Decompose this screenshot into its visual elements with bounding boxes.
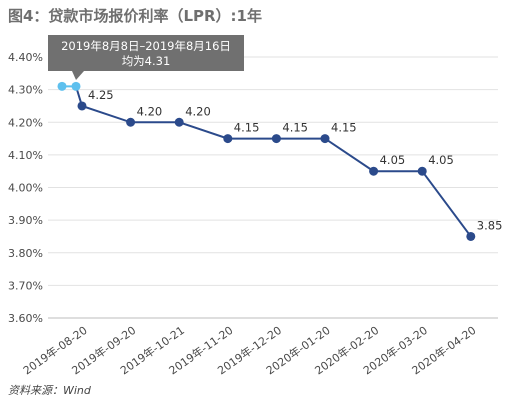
data-point [320, 134, 330, 144]
data-point [126, 117, 136, 127]
data-point [369, 166, 379, 176]
tooltip-line-2: 均为4.31 [122, 54, 171, 68]
y-axis: 4.40% 4.30% 4.20% 4.10% 4.00% 3.90% 3.80% 3.70%… [8, 51, 43, 325]
data-label: 3.85 [477, 218, 503, 232]
highlight-point [57, 81, 67, 91]
y-tick-label: 3.60% [8, 312, 43, 325]
data-label: 4.05 [428, 153, 454, 167]
y-tick-label: 4.30% [8, 84, 43, 97]
data-point [466, 231, 476, 241]
y-tick-label: 4.10% [8, 149, 43, 162]
source-note: 资料来源：Wind [8, 384, 91, 397]
y-tick-label: 3.80% [8, 247, 43, 260]
data-label: 4.15 [234, 121, 260, 135]
grid-lines [48, 56, 498, 319]
series-lpr: 4.25 4.20 4.20 4.15 4.15 4.15 4.05 4.05 3.85 [75, 86, 503, 241]
y-tick-label: 4.20% [8, 116, 43, 129]
data-label: 4.25 [88, 88, 114, 102]
data-label: 4.15 [282, 121, 308, 135]
data-point [223, 134, 233, 144]
data-label: 4.20 [137, 104, 163, 118]
data-label: 4.20 [185, 104, 211, 118]
tooltip-box [48, 35, 244, 71]
y-tick-label: 4.00% [8, 182, 43, 195]
chart-title: 图4：贷款市场报价利率（LPR）:1年 [8, 7, 262, 25]
series-line [75, 86, 472, 238]
data-label: 4.05 [380, 153, 406, 167]
y-tick-label: 4.40% [8, 51, 43, 64]
data-point [271, 134, 281, 144]
tooltip-line-1: 2019年8月8日–2019年8月16日 [61, 39, 231, 53]
data-point [174, 117, 184, 127]
x-axis: 2019年-08-202019年-09-202019年-10-212019年-1… [20, 317, 498, 377]
data-point [77, 101, 87, 111]
tooltip-pointer [72, 71, 84, 80]
y-tick-label: 3.90% [8, 214, 43, 227]
highlight-point [71, 81, 81, 91]
y-tick-label: 3.70% [8, 279, 43, 292]
data-point [417, 166, 427, 176]
data-label: 4.15 [331, 121, 357, 135]
